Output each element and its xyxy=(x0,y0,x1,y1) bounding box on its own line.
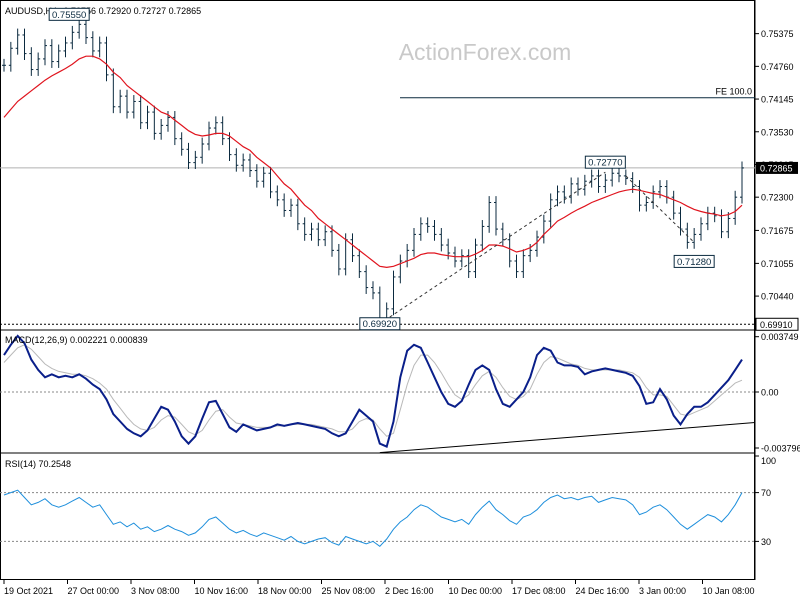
chart-ohlc: 0.72756 0.72920 0.72727 0.72865 xyxy=(64,6,202,16)
time-axis-label: 10 Dec 00:00 xyxy=(449,586,503,596)
time-axis-label: 3 Jan 00:00 xyxy=(639,586,686,596)
rsi-line xyxy=(3,489,743,547)
rsi-axis-label: 70 xyxy=(761,488,771,498)
low-level-label: 0.69910 xyxy=(760,320,793,330)
macd-axis-label: 0.00 xyxy=(761,388,779,398)
macd-panel xyxy=(0,334,756,454)
rsi-axis-label: 100 xyxy=(761,456,776,466)
price-axis-label: 0.73530 xyxy=(761,127,794,137)
time-axis-label: 10 Nov 16:00 xyxy=(195,586,249,596)
price-panel: FE 100.0 0.75550 0.72770 0.71280 0.69920 xyxy=(0,7,755,331)
price-axis-label: 0.72300 xyxy=(761,193,794,203)
rsi-title: RSI(14) 70.2548 xyxy=(5,459,71,469)
price-axis-label: 0.74145 xyxy=(761,95,794,105)
time-axis-label: 3 Nov 08:00 xyxy=(131,586,180,596)
price-annotation-box xyxy=(48,7,90,21)
price-axis-label: 0.75375 xyxy=(761,29,794,39)
price-annotation-label: 0.72770 xyxy=(588,158,622,169)
time-axis-label: 19 Oct 2021 xyxy=(4,586,53,596)
price-annotation-label: 0.75550 xyxy=(52,10,86,21)
current-price-tag xyxy=(756,161,798,174)
price-annotation-box xyxy=(359,317,401,331)
time-axis-label: 10 Jan 08:00 xyxy=(703,586,755,596)
time-axis-label: 17 Dec 08:00 xyxy=(512,586,566,596)
time-axis-label: 24 Dec 16:00 xyxy=(576,586,630,596)
macd-axis-label: 0.003749 xyxy=(761,332,799,342)
moving-average-line xyxy=(3,55,743,269)
price-annotation-label: 0.69920 xyxy=(363,319,397,330)
price-annotation-box xyxy=(584,155,626,169)
axes: 0.753750.747600.741450.735300.729150.723… xyxy=(3,29,800,596)
macd-signal-line xyxy=(3,344,743,437)
macd-trendline xyxy=(379,421,756,454)
macd-title: MACD(12,26,9) 0.002221 0.000839 xyxy=(5,335,148,345)
time-axis-label: 2 Dec 16:00 xyxy=(385,586,434,596)
low-level-tag xyxy=(755,317,799,331)
time-axis-label: 18 Nov 00:00 xyxy=(258,586,312,596)
time-axis-label: 27 Oct 00:00 xyxy=(68,586,120,596)
price-axis-label: 0.74760 xyxy=(761,62,794,72)
macd-line xyxy=(3,334,743,448)
price-axis-label: 0.71675 xyxy=(761,226,794,236)
watermark: ActionForex.com xyxy=(399,39,572,65)
trendline-pullback xyxy=(625,175,695,243)
current-price-label: 0.72865 xyxy=(760,163,793,173)
time-axis-label: 25 Nov 08:00 xyxy=(322,586,376,596)
fe-level-label: FE 100.0 xyxy=(715,87,752,97)
price-annotation-box xyxy=(673,254,715,268)
price-axis-label: 0.70440 xyxy=(761,292,794,302)
macd-axis-label: -0.003796 xyxy=(761,443,800,453)
price-axis-label: 0.71055 xyxy=(761,259,794,269)
rsi-axis-label: 30 xyxy=(761,537,771,547)
price-annotation-label: 0.71280 xyxy=(677,257,711,268)
rsi-panel xyxy=(0,489,755,547)
chart-symbol: AUDUSD,H4 xyxy=(5,6,57,16)
chart-header: AUDUSD,H4 0.72756 0.72920 0.72727 0.7286… xyxy=(5,6,201,16)
